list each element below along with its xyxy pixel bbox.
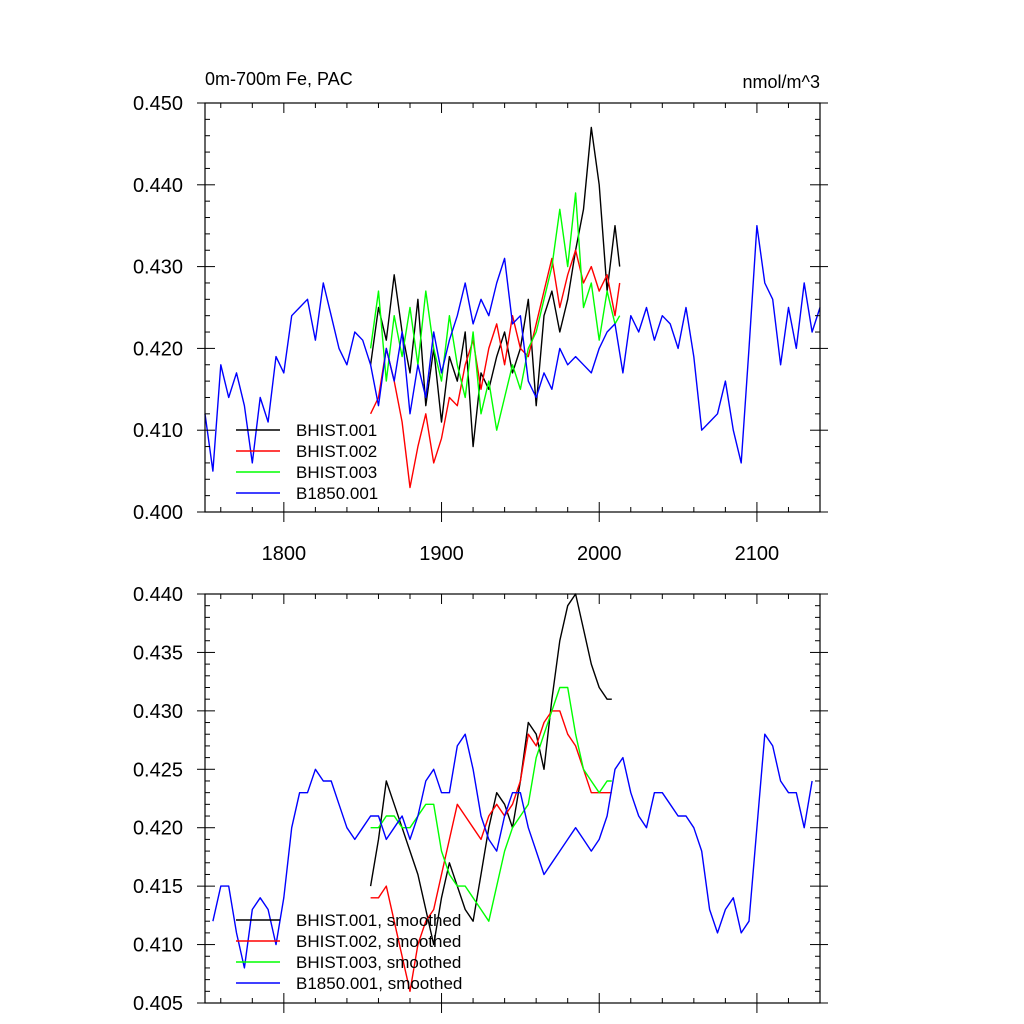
y-tick-label: 0.430 [133,701,183,723]
chart-panel-2: 0.405 0.410 0.415 0.420 0.425 0.430 0.435 0.440… [133,584,828,1015]
legend-label-1: BHIST.001, smoothed [296,911,461,930]
legend-label-4: B1850.001 [296,484,378,503]
x-tick-label: 1800 [262,543,307,565]
legend-label-3: BHIST.003, smoothed [296,953,461,972]
legend-label-3: BHIST.003 [296,463,377,482]
legend-label-1: BHIST.001 [296,421,377,440]
y-tick-label: 0.440 [133,584,183,606]
y-tick-label: 0.410 [133,935,183,957]
y-tick-label: 0.425 [133,759,183,781]
series-line-2 [370,710,612,992]
series-line-1 [369,126,621,448]
y-tick-label: 0.435 [133,642,183,664]
y-tick-label: 0.410 [133,420,183,442]
legend-label-2: BHIST.002 [296,442,377,461]
y-tick-label: 0.430 [133,257,183,279]
series-line-4 [212,733,813,969]
series-line-3 [370,686,612,922]
y-tick-label: 0.420 [133,818,183,840]
legend-label-4: B1850.001, smoothed [296,974,462,993]
plot-frame [204,102,821,513]
x-tick-label: 1900 [419,543,464,565]
plot-frame [204,593,821,1004]
x-tick-label: 2100 [735,543,780,565]
chart-title: 0m-700m Fe, PAC [205,69,353,89]
y-tick-label: 0.450 [133,93,183,115]
chart-panel-1: 1800 1900 2000 2100 0.400 0.410 0.420 0.430 0.44… [133,69,828,565]
y-tick-label: 0.400 [133,502,183,524]
x-axis [220,594,821,1013]
y-tick-label: 0.405 [133,993,183,1015]
series-line-4 [204,224,821,472]
y-tick-label: 0.440 [133,175,183,197]
legend: BHIST.001, smoothed BHIST.002, smoothed BH… [236,911,462,993]
y-axis: 0.405 0.410 0.415 0.420 0.425 0.430 0.435 0.440 [133,584,828,1015]
legend: BHIST.001 BHIST.002 BHIST.003 B1850.001 [236,421,378,503]
series-line-1 [369,593,612,946]
series-group [212,593,813,992]
y-tick-label: 0.420 [133,338,183,360]
y-tick-label: 0.415 [133,876,183,898]
x-axis: 1800 1900 2000 2100 [220,103,821,565]
series-line-3 [369,192,621,431]
y-axis: 0.400 0.410 0.420 0.430 0.440 0.450 [133,93,828,524]
x-tick-label: 2000 [577,543,622,565]
series-group [204,126,821,489]
legend-label-2: BHIST.002, smoothed [296,932,461,951]
chart-units: nmol/m^3 [743,72,820,92]
